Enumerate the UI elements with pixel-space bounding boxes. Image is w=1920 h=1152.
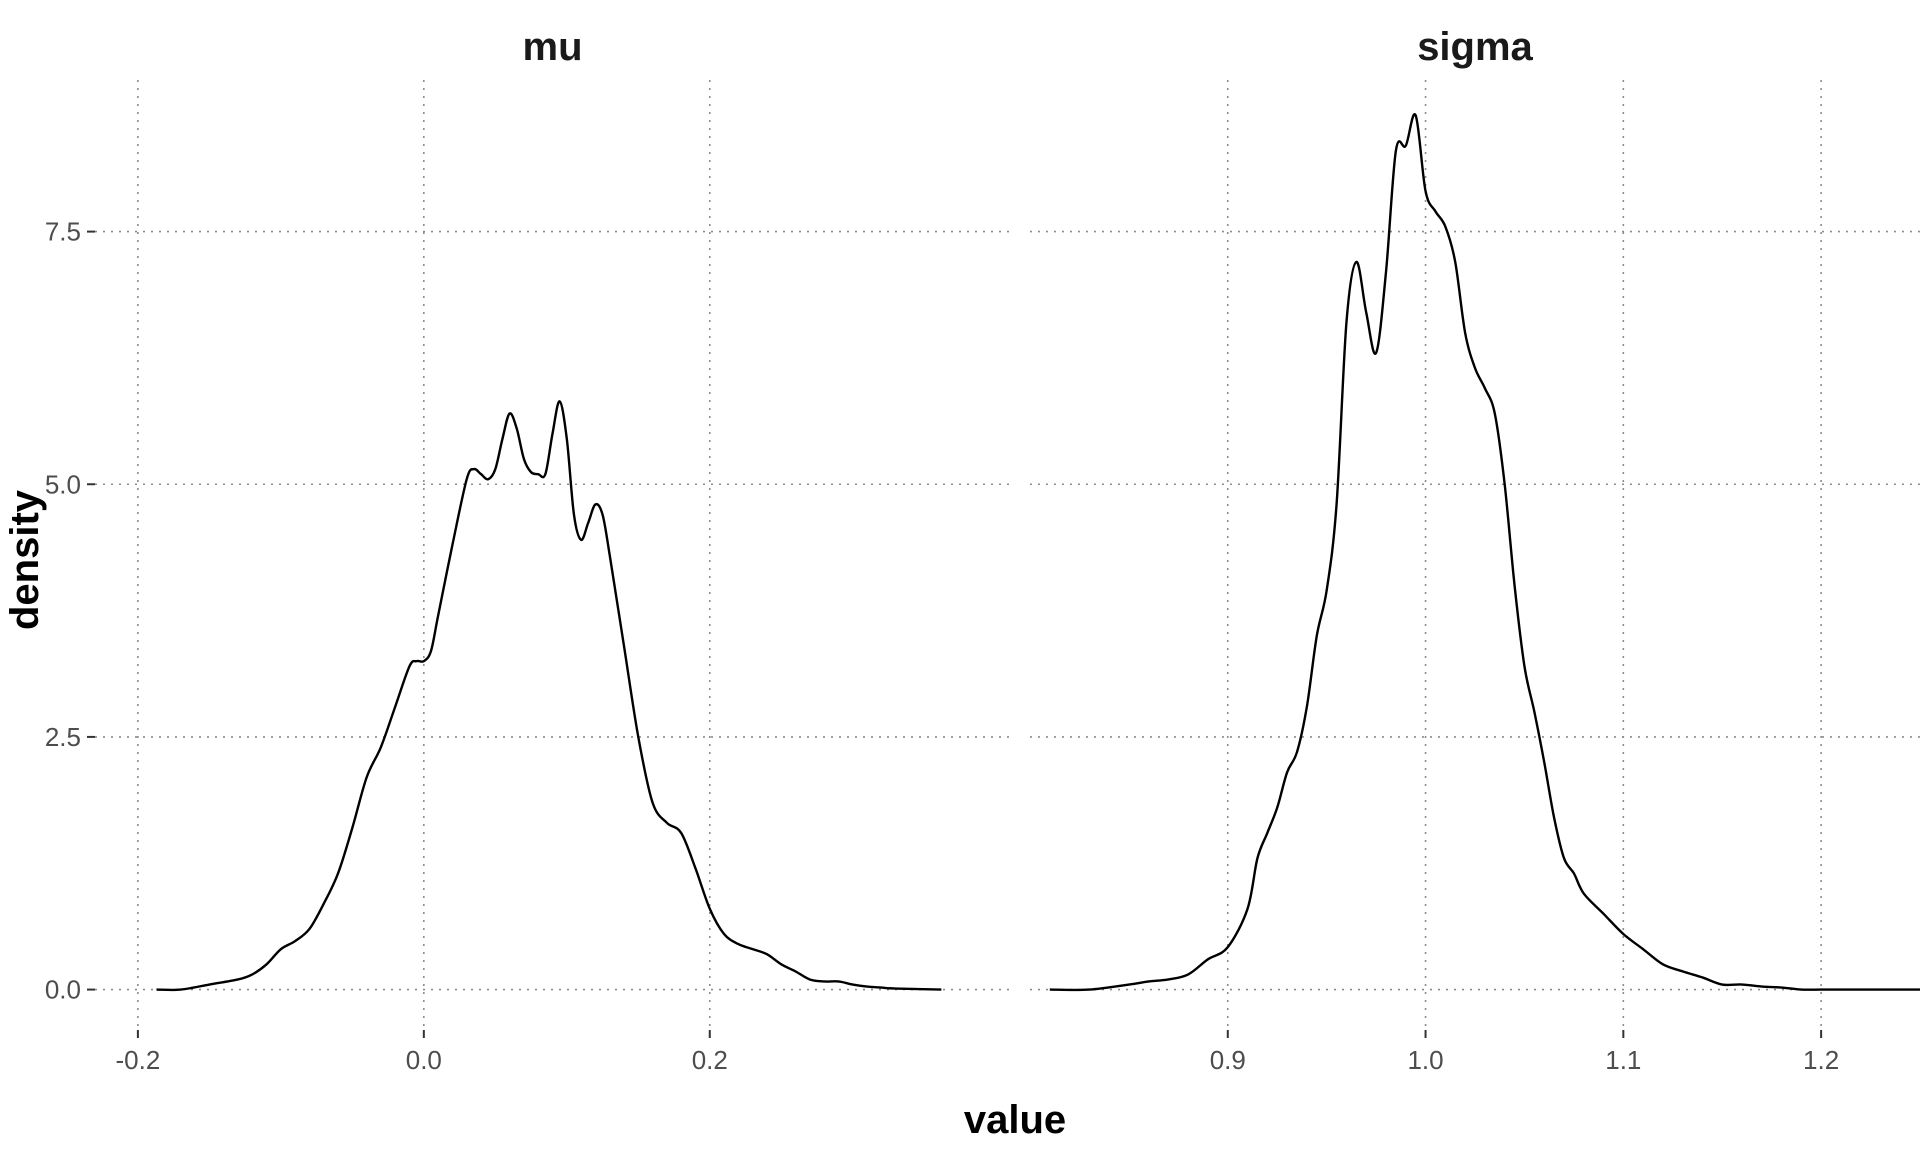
density-curve-mu — [156, 400, 942, 992]
x-tick-label: 0.2 — [692, 1045, 728, 1075]
x-tick-label: 1.2 — [1803, 1045, 1839, 1075]
panel-mu: -0.2 0.0 0.2 mu — [95, 25, 1010, 1075]
facet-panels: -0.2 0.0 0.2 mu 0.9 1.0 1.1 1.2 sigma 0.0 2.5 5.0 7.… — [45, 25, 1920, 1075]
panel-sigma: 0.9 1.0 1.1 1.2 sigma — [1030, 25, 1920, 1075]
x-tick-label: 1.0 — [1407, 1045, 1443, 1075]
y-tick-label: 5.0 — [45, 469, 81, 499]
x-tick-label: 0.0 — [406, 1045, 442, 1075]
y-tick-label: 7.5 — [45, 217, 81, 247]
y-tick-label: 2.5 — [45, 722, 81, 752]
panel-title-mu: mu — [523, 25, 583, 69]
x-axis-title: value — [964, 1098, 1066, 1142]
y-axis-title: density — [3, 489, 47, 630]
x-tick-label: 1.1 — [1605, 1045, 1641, 1075]
density-curve-sigma — [1049, 113, 1920, 992]
x-tick-label: -0.2 — [115, 1045, 160, 1075]
panel-title-sigma: sigma — [1417, 25, 1533, 69]
y-tick-label: 0.0 — [45, 975, 81, 1005]
x-tick-label: 0.9 — [1210, 1045, 1246, 1075]
